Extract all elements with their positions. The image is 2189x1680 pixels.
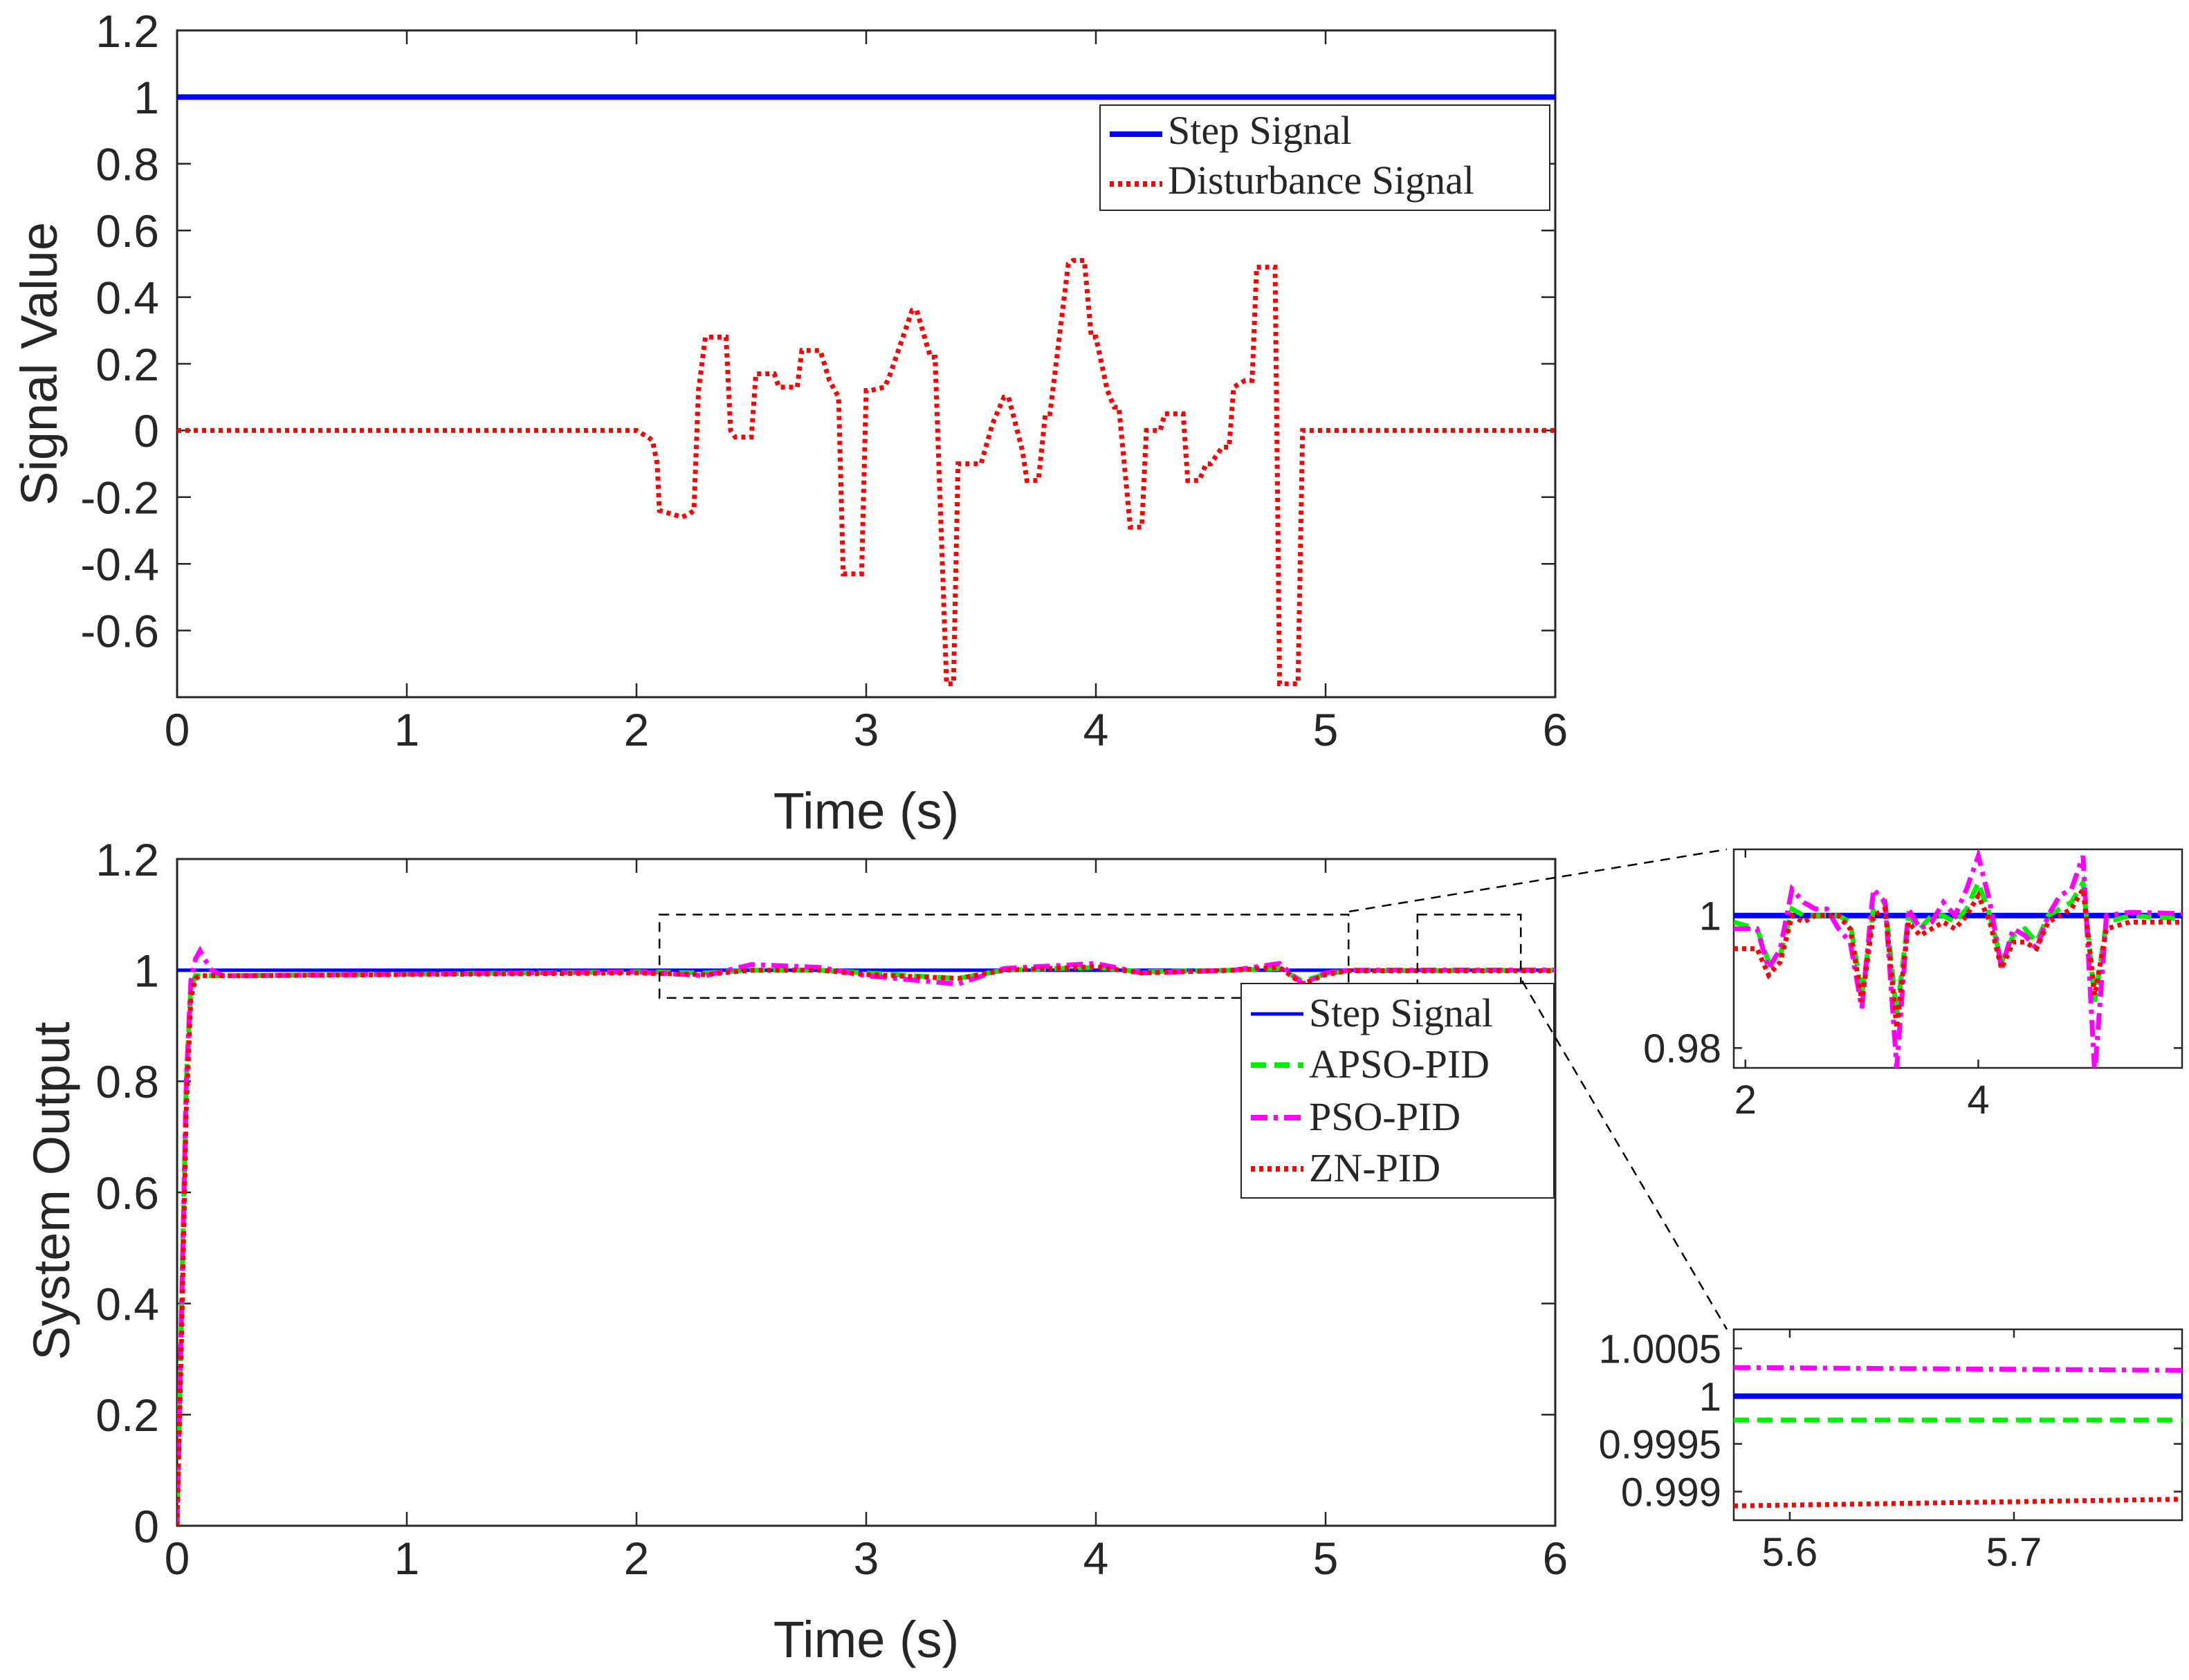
top-y-tick-label: -0.2 <box>80 472 159 524</box>
inset-1-y-ticks: 0.98 1 <box>1643 894 2182 1071</box>
inset-1-x-tick-label: 4 <box>1967 1078 1989 1123</box>
bottom-x-tick-label: 3 <box>854 1533 879 1584</box>
top-y-tick-label: 0.2 <box>95 339 159 390</box>
top-x-axis-label: Time (s) <box>773 782 960 840</box>
top-legend-step-label: Step Signal <box>1168 108 1352 153</box>
inset-2-y-tick-label: 0.9995 <box>1599 1422 1721 1467</box>
top-y-tick-label: 0.6 <box>95 205 159 257</box>
top-y-tick-label: -0.6 <box>80 605 159 656</box>
top-x-tick-label: 4 <box>1083 704 1109 755</box>
top-y-tick-label: 0.4 <box>95 272 159 323</box>
bottom-x-tick-label: 2 <box>624 1533 650 1584</box>
inset-1-axes-box <box>1732 848 2183 1069</box>
bottom-legend-zn-label: ZN-PID <box>1309 1145 1440 1190</box>
bottom-x-tick-label: 5 <box>1313 1533 1339 1584</box>
zoom-connector-2 <box>1521 980 1728 1330</box>
top-legend-box <box>1099 104 1550 211</box>
bottom-x-tick-label: 1 <box>394 1533 420 1584</box>
inset-2-x-tick-label: 5.6 <box>1762 1530 1818 1575</box>
bottom-x-axis-label: Time (s) <box>773 1611 960 1668</box>
bottom-y-tick-label: 0 <box>134 1501 159 1552</box>
top-y-tick-label: 1.2 <box>95 6 159 57</box>
inset-1-x-tick-label: 2 <box>1734 1078 1757 1123</box>
bottom-x-tick-label: 0 <box>165 1533 190 1584</box>
top-y-tick-label: 0 <box>134 405 159 456</box>
inset-1-series-zn-pid <box>1734 881 2182 1028</box>
inset-1-y-tick-label: 1 <box>1699 894 1721 939</box>
top-y-tick-label: 1 <box>134 72 159 123</box>
bottom-y-tick-label: 1.2 <box>95 834 159 885</box>
inset-1-lines <box>1734 849 2182 1068</box>
bottom-y-axis-label: System Output <box>23 1022 80 1360</box>
bottom-legend-box <box>1240 983 1555 1199</box>
bottom-series-pso-pid <box>177 945 1555 1526</box>
top-x-tick-label: 5 <box>1313 704 1339 755</box>
bottom-series-zn-pid <box>177 964 1555 1526</box>
bottom-x-ticks: 0 1 2 3 4 5 6 <box>165 859 1568 1584</box>
bottom-y-tick-label: 0.2 <box>95 1390 159 1441</box>
top-y-tick-label: 0.8 <box>95 139 159 190</box>
inset-1-y-tick-label: 0.98 <box>1643 1026 1721 1071</box>
top-legend-disturbance-label: Disturbance Signal <box>1168 158 1474 203</box>
inset-1-series-pso-pid <box>1734 849 2182 1068</box>
zoom-box-1 <box>658 914 1350 999</box>
inset-2-axes-box <box>1732 1328 2183 1522</box>
bottom-panel: 0 1 2 3 4 5 6 0 0.2 0.4 0.6 0.8 1 1.2 Time (s) Syste… <box>23 834 1568 1668</box>
bottom-x-tick-label: 6 <box>1543 1533 1568 1584</box>
top-x-ticks: 0 1 2 3 4 5 6 <box>165 30 1568 755</box>
bottom-x-tick-label: 4 <box>1083 1533 1109 1584</box>
zoom-connector-1 <box>1348 848 1728 913</box>
inset-2-series-pso-pid <box>1734 1365 2182 1373</box>
top-x-tick-label: 6 <box>1543 704 1568 755</box>
top-x-tick-label: 3 <box>854 704 879 755</box>
bottom-legend-pso-label: PSO-PID <box>1309 1094 1460 1139</box>
bottom-y-tick-label: 1 <box>134 945 159 996</box>
inset-2-x-ticks: 5.6 5.7 <box>1762 1329 2042 1575</box>
inset-2-y-tick-label: 1.0005 <box>1599 1327 1721 1372</box>
bottom-legend-apso-label: APSO-PID <box>1309 1042 1490 1087</box>
bottom-y-tick-label: 0.6 <box>95 1167 159 1219</box>
top-lines <box>177 94 1555 687</box>
inset-2-y-tick-label: 0.999 <box>1621 1470 1721 1515</box>
inset-2-y-tick-label: 1 <box>1699 1374 1721 1419</box>
bottom-legend-step-label: Step Signal <box>1309 990 1493 1035</box>
bottom-y-tick-label: 0.4 <box>95 1278 159 1329</box>
top-legend: Step Signal Disturbance Signal <box>1099 104 1550 211</box>
bottom-lines <box>177 945 1555 1526</box>
inset-2-series-zn-pid <box>1734 1497 2182 1508</box>
inset-2-x-tick-label: 5.7 <box>1986 1530 2042 1575</box>
bottom-legend: Step Signal APSO-PID PSO-PID ZN-PID <box>1240 983 1555 1199</box>
top-series-disturbance-signal <box>177 258 1555 687</box>
top-x-tick-label: 0 <box>165 704 190 755</box>
top-y-ticks: -0.6 -0.4 -0.2 0 0.2 0.4 0.6 0.8 1 1.2 <box>80 6 1555 656</box>
inset-2-lines <box>1734 1365 2182 1508</box>
top-x-tick-label: 2 <box>624 704 650 755</box>
top-panel: 0 1 2 3 4 5 6 -0.6 -0.4 -0.2 0 0.2 0.4 0.6 0.8 1 1.2 Ti… <box>10 6 1568 840</box>
bottom-y-tick-label: 0.8 <box>95 1056 159 1107</box>
top-y-tick-label: -0.4 <box>80 539 159 590</box>
top-y-axis-label: Signal Value <box>10 222 68 506</box>
top-x-tick-label: 1 <box>394 704 420 755</box>
